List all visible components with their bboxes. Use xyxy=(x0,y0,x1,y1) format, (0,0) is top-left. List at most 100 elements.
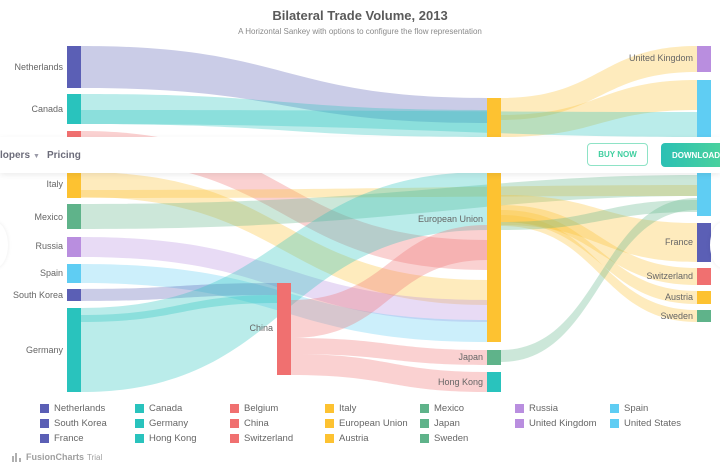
legend-item-united-states[interactable]: United States xyxy=(610,418,681,429)
legend-swatch xyxy=(610,419,619,428)
nav-pricing-link[interactable]: Pricing xyxy=(47,150,81,161)
legend-item-belgium[interactable]: Belgium xyxy=(230,403,278,414)
fusioncharts-footer: FusionCharts Trial xyxy=(12,452,102,462)
legend-swatch xyxy=(40,434,49,443)
left-scroll-handle[interactable] xyxy=(0,222,8,268)
legend-item-italy[interactable]: Italy xyxy=(325,403,356,414)
fusioncharts-logo-icon xyxy=(12,452,22,462)
link-canada-eu[interactable] xyxy=(81,94,487,137)
legend-item-mexico[interactable]: Mexico xyxy=(420,403,464,414)
node-switzerland[interactable] xyxy=(697,268,711,285)
link-southkorea-china[interactable] xyxy=(81,283,277,301)
link-eu-uk[interactable] xyxy=(501,46,697,120)
chart-title: Bilateral Trade Volume, 2013 xyxy=(272,8,448,23)
legend-swatch xyxy=(515,419,524,428)
label-hong-kong: Hong Kong xyxy=(438,377,483,387)
label-austria: Austria xyxy=(665,292,693,302)
node-germany[interactable] xyxy=(67,308,81,392)
node-austria[interactable] xyxy=(697,291,711,304)
label-france: France xyxy=(665,237,693,247)
label-spain: Spain xyxy=(40,268,63,278)
node-china[interactable] xyxy=(277,283,291,375)
legend-swatch xyxy=(420,404,429,413)
legend-item-sweden[interactable]: Sweden xyxy=(420,433,468,444)
legend-item-austria[interactable]: Austria xyxy=(325,433,369,444)
link-china-japan[interactable] xyxy=(291,338,487,365)
label-china: China xyxy=(249,323,273,333)
legend-item-hong-kong[interactable]: Hong Kong xyxy=(135,433,197,444)
link-eu-france[interactable] xyxy=(501,195,697,262)
download-button[interactable]: DOWNLOAD xyxy=(661,143,720,167)
link-eu-us-green[interactable] xyxy=(501,200,697,230)
legend-swatch xyxy=(230,404,239,413)
legend-swatch xyxy=(515,404,524,413)
label-netherlands: Netherlands xyxy=(14,62,63,72)
legend-swatch xyxy=(325,434,334,443)
label-sweden: Sweden xyxy=(660,311,693,321)
site-navbar: lopers ▼ Pricing BUY NOW DOWNLOAD xyxy=(0,137,720,173)
legend-item-european-union[interactable]: European Union xyxy=(325,418,408,429)
label-japan: Japan xyxy=(458,352,483,362)
label-italy: Italy xyxy=(46,179,63,189)
node-canada[interactable] xyxy=(67,94,81,124)
legend-item-south-korea[interactable]: South Korea xyxy=(40,418,107,429)
legend-item-china[interactable]: China xyxy=(230,418,269,429)
link-netherlands-eu[interactable] xyxy=(81,46,487,123)
node-hong-kong[interactable] xyxy=(487,372,501,392)
node-european-union[interactable] xyxy=(487,98,501,342)
node-mexico[interactable] xyxy=(67,204,81,229)
node-russia[interactable] xyxy=(67,237,81,257)
node-france[interactable] xyxy=(697,223,711,262)
node-japan[interactable] xyxy=(487,350,501,365)
link-italy-us[interactable] xyxy=(81,185,697,198)
label-germany: Germany xyxy=(26,345,64,355)
link-eu-austria[interactable] xyxy=(501,210,697,304)
link-germany-eu[interactable] xyxy=(81,172,487,392)
link-eu-switzerland[interactable] xyxy=(501,205,697,285)
link-china-eu[interactable] xyxy=(291,225,487,338)
nav-developers-link[interactable]: lopers ▼ xyxy=(0,150,40,161)
node-sweden[interactable] xyxy=(697,310,711,322)
link-china-hongkong[interactable] xyxy=(291,354,487,392)
link-italy-eu[interactable] xyxy=(81,172,487,305)
legend-item-netherlands[interactable]: Netherlands xyxy=(40,403,105,414)
label-south-korea: South Korea xyxy=(13,290,63,300)
node-netherlands[interactable] xyxy=(67,46,81,88)
legend-item-spain[interactable]: Spain xyxy=(610,403,648,414)
buy-now-button[interactable]: BUY NOW xyxy=(587,143,648,166)
legend-swatch xyxy=(325,404,334,413)
legend-item-canada[interactable]: Canada xyxy=(135,403,182,414)
node-belgium[interactable] xyxy=(67,131,81,139)
node-south-korea[interactable] xyxy=(67,289,81,301)
label-united-kingdom: United Kingdom xyxy=(629,53,693,63)
link-germany-china[interactable] xyxy=(81,295,277,322)
label-switzerland: Switzerland xyxy=(646,271,693,281)
link-russia-eu[interactable] xyxy=(81,237,487,322)
link-japan-us[interactable] xyxy=(501,198,697,362)
legend-item-germany[interactable]: Germany xyxy=(135,418,188,429)
legend-swatch xyxy=(420,419,429,428)
legend-swatch xyxy=(420,434,429,443)
link-mexico-us[interactable] xyxy=(81,175,697,229)
legend-item-russia[interactable]: Russia xyxy=(515,403,558,414)
node-italy[interactable] xyxy=(67,172,81,198)
legend-item-switzerland[interactable]: Switzerland xyxy=(230,433,293,444)
label-mexico: Mexico xyxy=(34,212,63,222)
right-scroll-handle[interactable] xyxy=(710,222,720,268)
legend-swatch xyxy=(135,434,144,443)
sankey-node-labels: Netherlands Canada Italy Mexico Russia S… xyxy=(13,53,693,387)
node-spain[interactable] xyxy=(67,264,81,283)
caret-down-icon: ▼ xyxy=(33,153,40,160)
legend-swatch xyxy=(610,404,619,413)
node-united-kingdom[interactable] xyxy=(697,46,711,72)
link-eu-sweden[interactable] xyxy=(501,215,697,322)
chart-subtitle: A Horizontal Sankey with options to conf… xyxy=(238,27,482,36)
sankey-chart: Netherlands Canada Italy Mexico Russia S… xyxy=(13,46,711,392)
legend-item-france[interactable]: France xyxy=(40,433,84,444)
link-canada-us[interactable] xyxy=(81,110,697,137)
legend-item-united-kingdom[interactable]: United Kingdom xyxy=(515,418,597,429)
legend-swatch xyxy=(40,404,49,413)
legend-item-japan[interactable]: Japan xyxy=(420,418,460,429)
footer-trial: Trial xyxy=(87,452,103,462)
link-eu-us[interactable] xyxy=(501,80,697,137)
